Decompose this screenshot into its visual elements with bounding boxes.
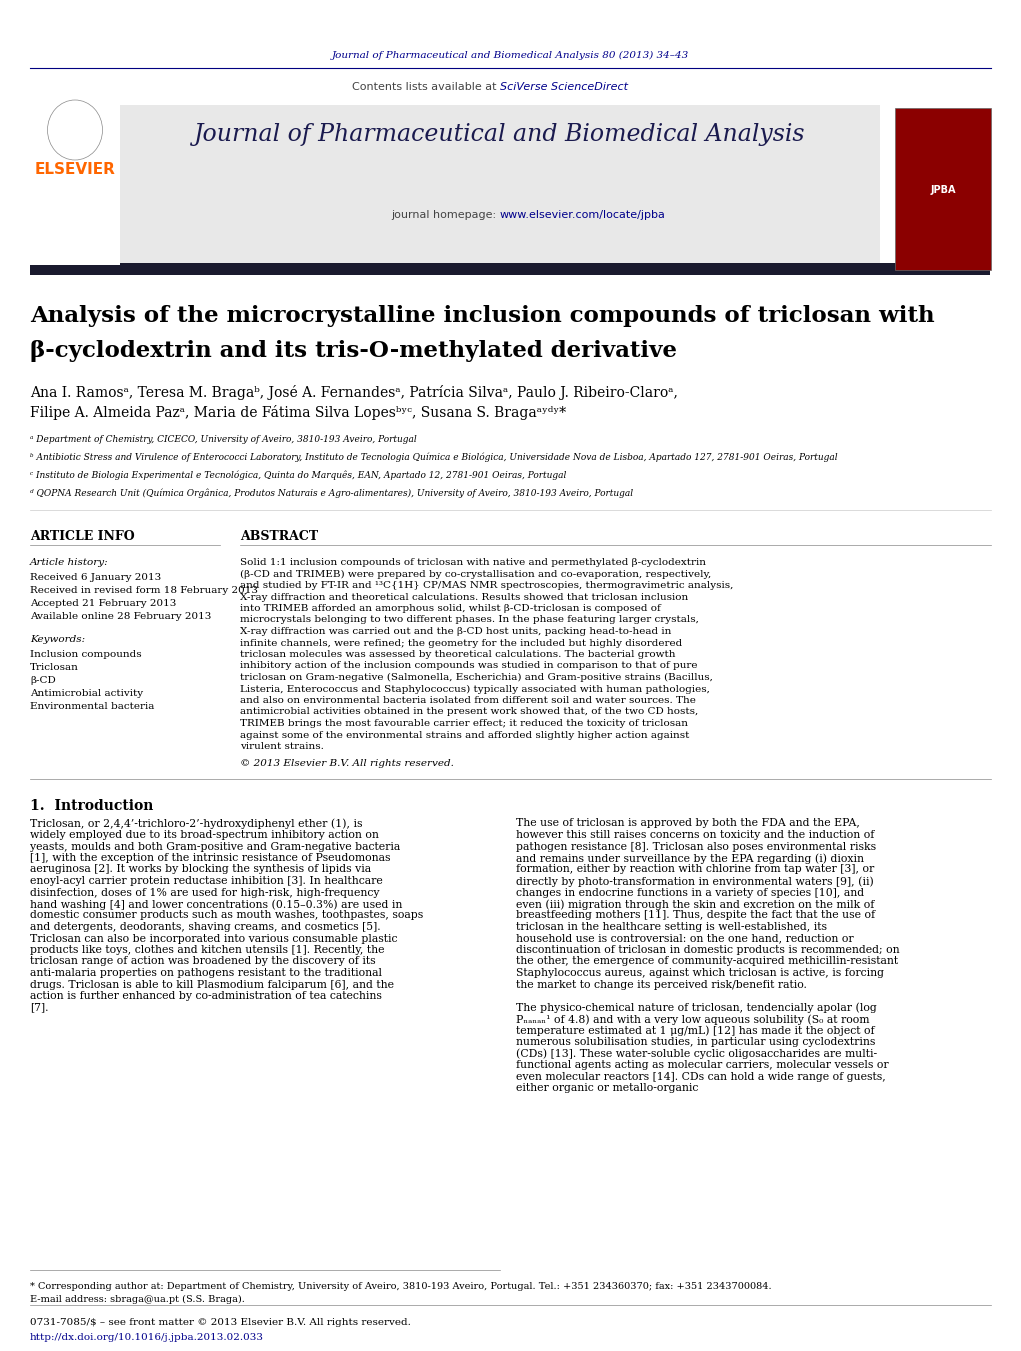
Text: either organic or metallo-organic: either organic or metallo-organic — [516, 1084, 698, 1093]
Text: enoyl-acyl carrier protein reductase inhibition [3]. In healthcare: enoyl-acyl carrier protein reductase inh… — [30, 875, 383, 886]
Text: the market to change its perceived risk/benefit ratio.: the market to change its perceived risk/… — [516, 979, 807, 989]
Text: Antimicrobial activity: Antimicrobial activity — [30, 689, 143, 698]
Text: even (iii) migration through the skin and excretion on the milk of: even (iii) migration through the skin an… — [516, 898, 874, 909]
Text: directly by photo-transformation in environmental waters [9], (ii): directly by photo-transformation in envi… — [516, 875, 874, 886]
Text: JPBA: JPBA — [930, 185, 956, 195]
Text: ARTICLE INFO: ARTICLE INFO — [30, 530, 135, 543]
Text: Staphylococcus aureus, against which triclosan is active, is forcing: Staphylococcus aureus, against which tri… — [516, 969, 884, 978]
Text: β-cyclodextrin and its tris-O-methylated derivative: β-cyclodextrin and its tris-O-methylated… — [30, 340, 677, 362]
Text: The use of triclosan is approved by both the FDA and the EPA,: The use of triclosan is approved by both… — [516, 819, 860, 828]
Text: numerous solubilisation studies, in particular using cyclodextrins: numerous solubilisation studies, in part… — [516, 1038, 875, 1047]
Text: and also on environmental bacteria isolated from different soil and water source: and also on environmental bacteria isola… — [240, 696, 696, 705]
Text: the other, the emergence of community-acquired methicillin-resistant: the other, the emergence of community-ac… — [516, 957, 898, 966]
Text: SciVerse ScienceDirect: SciVerse ScienceDirect — [500, 82, 628, 92]
Text: virulent strains.: virulent strains. — [240, 742, 324, 751]
Bar — [895, 108, 991, 270]
Text: household use is controversial: on the one hand, reduction or: household use is controversial: on the o… — [516, 934, 854, 943]
Text: domestic consumer products such as mouth washes, toothpastes, soaps: domestic consumer products such as mouth… — [30, 911, 424, 920]
Text: disinfection, doses of 1% are used for high-risk, high-frequency: disinfection, doses of 1% are used for h… — [30, 888, 380, 897]
Bar — [30, 263, 990, 276]
Text: triclosan molecules was assessed by theoretical calculations. The bacterial grow: triclosan molecules was assessed by theo… — [240, 650, 676, 659]
Text: inhibitory action of the inclusion compounds was studied in comparison to that o: inhibitory action of the inclusion compo… — [240, 662, 697, 670]
Bar — [30, 135, 120, 265]
Text: ᶜ Instituto de Biologia Experimental e Tecnológica, Quinta do Marquês, EAN, Apar: ᶜ Instituto de Biologia Experimental e T… — [30, 471, 567, 481]
Text: aeruginosa [2]. It works by blocking the synthesis of lipids via: aeruginosa [2]. It works by blocking the… — [30, 865, 371, 874]
Text: antimicrobial activities obtained in the present work showed that, of the two CD: antimicrobial activities obtained in the… — [240, 708, 698, 716]
Text: triclosan in the healthcare setting is well-established, its: triclosan in the healthcare setting is w… — [516, 921, 827, 932]
Text: and remains under surveillance by the EPA regarding (i) dioxin: and remains under surveillance by the EP… — [516, 852, 864, 863]
Text: anti-malaria properties on pathogens resistant to the traditional: anti-malaria properties on pathogens res… — [30, 969, 382, 978]
Bar — [120, 105, 880, 270]
Text: and detergents, deodorants, shaving creams, and cosmetics [5].: and detergents, deodorants, shaving crea… — [30, 921, 381, 932]
Text: hand washing [4] and lower concentrations (0.15–0.3%) are used in: hand washing [4] and lower concentration… — [30, 898, 402, 909]
Text: and studied by FT-IR and ¹³C{1H} CP/MAS NMR spectroscopies, thermogravimetric an: and studied by FT-IR and ¹³C{1H} CP/MAS … — [240, 581, 733, 590]
Text: changes in endocrine functions in a variety of species [10], and: changes in endocrine functions in a vari… — [516, 888, 864, 897]
Text: Triclosan, or 2,4,4’-trichloro-2’-hydroxydiphenyl ether (1), is: Triclosan, or 2,4,4’-trichloro-2’-hydrox… — [30, 819, 362, 830]
Text: breastfeeding mothers [11]. Thus, despite the fact that the use of: breastfeeding mothers [11]. Thus, despit… — [516, 911, 875, 920]
Text: Contents lists available at: Contents lists available at — [352, 82, 500, 92]
Text: journal homepage:: journal homepage: — [391, 209, 500, 220]
Text: ELSEVIER: ELSEVIER — [35, 162, 115, 177]
Text: Listeria, Enterococcus and Staphylococcus) typically associated with human patho: Listeria, Enterococcus and Staphylococcu… — [240, 685, 710, 693]
Text: [7].: [7]. — [30, 1002, 49, 1012]
Text: Pₙₐₙₐₙ¹ of 4.8) and with a very low aqueous solubility (S₀ at room: Pₙₐₙₐₙ¹ of 4.8) and with a very low aque… — [516, 1015, 870, 1024]
Text: microcrystals belonging to two different phases. In the phase featuring larger c: microcrystals belonging to two different… — [240, 616, 699, 624]
Text: Keywords:: Keywords: — [30, 635, 85, 644]
Text: against some of the environmental strains and afforded slightly higher action ag: against some of the environmental strain… — [240, 731, 689, 739]
Text: Ana I. Ramosᵃ, Teresa M. Bragaᵇ, José A. Fernandesᵃ, Patrícia Silvaᵃ, Paulo J. R: Ana I. Ramosᵃ, Teresa M. Bragaᵇ, José A.… — [30, 385, 678, 400]
Text: 0731-7085/$ – see front matter © 2013 Elsevier B.V. All rights reserved.: 0731-7085/$ – see front matter © 2013 El… — [30, 1319, 410, 1327]
Text: (β-CD and TRIMEB) were prepared by co-crystallisation and co-evaporation, respec: (β-CD and TRIMEB) were prepared by co-cr… — [240, 570, 712, 578]
Text: Inclusion compounds: Inclusion compounds — [30, 650, 142, 659]
Text: E-mail address: sbraga@ua.pt (S.S. Braga).: E-mail address: sbraga@ua.pt (S.S. Braga… — [30, 1296, 245, 1304]
Text: pathogen resistance [8]. Triclosan also poses environmental risks: pathogen resistance [8]. Triclosan also … — [516, 842, 876, 851]
Text: ABSTRACT: ABSTRACT — [240, 530, 319, 543]
Text: Accepted 21 February 2013: Accepted 21 February 2013 — [30, 598, 177, 608]
Text: action is further enhanced by co-administration of tea catechins: action is further enhanced by co-adminis… — [30, 992, 382, 1001]
Text: drugs. Triclosan is able to kill Plasmodium falciparum [6], and the: drugs. Triclosan is able to kill Plasmod… — [30, 979, 394, 989]
Text: Article history:: Article history: — [30, 558, 108, 567]
Text: http://dx.doi.org/10.1016/j.jpba.2013.02.033: http://dx.doi.org/10.1016/j.jpba.2013.02… — [30, 1333, 264, 1342]
Text: into TRIMEB afforded an amorphous solid, whilst β-CD-triclosan is composed of: into TRIMEB afforded an amorphous solid,… — [240, 604, 661, 613]
Text: Journal of Pharmaceutical and Biomedical Analysis 80 (2013) 34–43: Journal of Pharmaceutical and Biomedical… — [332, 50, 688, 59]
Text: ᵈ QOPNA Research Unit (Química Orgânica, Produtos Naturais e Agro-alimentares), : ᵈ QOPNA Research Unit (Química Orgânica,… — [30, 489, 633, 499]
Text: X-ray diffraction and theoretical calculations. Results showed that triclosan in: X-ray diffraction and theoretical calcul… — [240, 593, 688, 601]
Text: temperature estimated at 1 μg/mL) [12] has made it the object of: temperature estimated at 1 μg/mL) [12] h… — [516, 1025, 875, 1036]
Text: functional agents acting as molecular carriers, molecular vessels or: functional agents acting as molecular ca… — [516, 1061, 888, 1070]
Text: 1.  Introduction: 1. Introduction — [30, 798, 153, 812]
Text: even molecular reactors [14]. CDs can hold a wide range of guests,: even molecular reactors [14]. CDs can ho… — [516, 1071, 886, 1082]
Text: yeasts, moulds and both Gram-positive and Gram-negative bacteria: yeasts, moulds and both Gram-positive an… — [30, 842, 400, 851]
Text: ᵇ Antibiotic Stress and Virulence of Enterococci Laboratory, Instituto de Tecnol: ᵇ Antibiotic Stress and Virulence of Ent… — [30, 453, 837, 462]
Text: ᵃ Department of Chemistry, CICECO, University of Aveiro, 3810-193 Aveiro, Portug: ᵃ Department of Chemistry, CICECO, Unive… — [30, 435, 417, 444]
Text: Environmental bacteria: Environmental bacteria — [30, 703, 154, 711]
Text: formation, either by reaction with chlorine from tap water [3], or: formation, either by reaction with chlor… — [516, 865, 874, 874]
Text: Available online 28 February 2013: Available online 28 February 2013 — [30, 612, 211, 621]
Text: triclosan range of action was broadened by the discovery of its: triclosan range of action was broadened … — [30, 957, 376, 966]
Text: β-CD: β-CD — [30, 676, 56, 685]
Text: [1], with the exception of the intrinsic resistance of Pseudomonas: [1], with the exception of the intrinsic… — [30, 852, 390, 863]
Text: Solid 1:1 inclusion compounds of triclosan with native and permethylated β-cyclo: Solid 1:1 inclusion compounds of triclos… — [240, 558, 706, 567]
Text: www.elsevier.com/locate/jpba: www.elsevier.com/locate/jpba — [500, 209, 666, 220]
Text: Triclosan: Triclosan — [30, 663, 79, 671]
Text: Journal of Pharmaceutical and Biomedical Analysis: Journal of Pharmaceutical and Biomedical… — [194, 123, 806, 146]
Text: products like toys, clothes and kitchen utensils [1]. Recently, the: products like toys, clothes and kitchen … — [30, 944, 385, 955]
Text: * Corresponding author at: Department of Chemistry, University of Aveiro, 3810-1: * Corresponding author at: Department of… — [30, 1282, 772, 1292]
Text: © 2013 Elsevier B.V. All rights reserved.: © 2013 Elsevier B.V. All rights reserved… — [240, 758, 454, 767]
Text: however this still raises concerns on toxicity and the induction of: however this still raises concerns on to… — [516, 830, 874, 840]
Text: triclosan on Gram-negative (Salmonella, Escherichia) and Gram-positive strains (: triclosan on Gram-negative (Salmonella, … — [240, 673, 713, 682]
Text: infinite channels, were refined; the geometry for the included but highly disord: infinite channels, were refined; the geo… — [240, 639, 682, 647]
Text: Filipe A. Almeida Pazᵃ, Maria de Fátima Silva Lopesᵇʸᶜ, Susana S. Bragaᵃʸᵈʸ*: Filipe A. Almeida Pazᵃ, Maria de Fátima … — [30, 405, 566, 420]
Text: Received in revised form 18 February 2013: Received in revised form 18 February 201… — [30, 586, 258, 594]
Text: TRIMEB brings the most favourable carrier effect; it reduced the toxicity of tri: TRIMEB brings the most favourable carrie… — [240, 719, 688, 728]
Text: X-ray diffraction was carried out and the β-CD host units, packing head-to-head : X-ray diffraction was carried out and th… — [240, 627, 672, 636]
Text: Triclosan can also be incorporated into various consumable plastic: Triclosan can also be incorporated into … — [30, 934, 397, 943]
Text: (CDs) [13]. These water-soluble cyclic oligosaccharides are multi-: (CDs) [13]. These water-soluble cyclic o… — [516, 1048, 877, 1059]
Text: The physico-chemical nature of triclosan, tendencially apolar (log: The physico-chemical nature of triclosan… — [516, 1002, 877, 1013]
Text: Analysis of the microcrystalline inclusion compounds of triclosan with: Analysis of the microcrystalline inclusi… — [30, 305, 934, 327]
Text: discontinuation of triclosan in domestic products is recommended; on: discontinuation of triclosan in domestic… — [516, 944, 900, 955]
Text: widely employed due to its broad-spectrum inhibitory action on: widely employed due to its broad-spectru… — [30, 830, 379, 840]
Text: Received 6 January 2013: Received 6 January 2013 — [30, 573, 161, 582]
